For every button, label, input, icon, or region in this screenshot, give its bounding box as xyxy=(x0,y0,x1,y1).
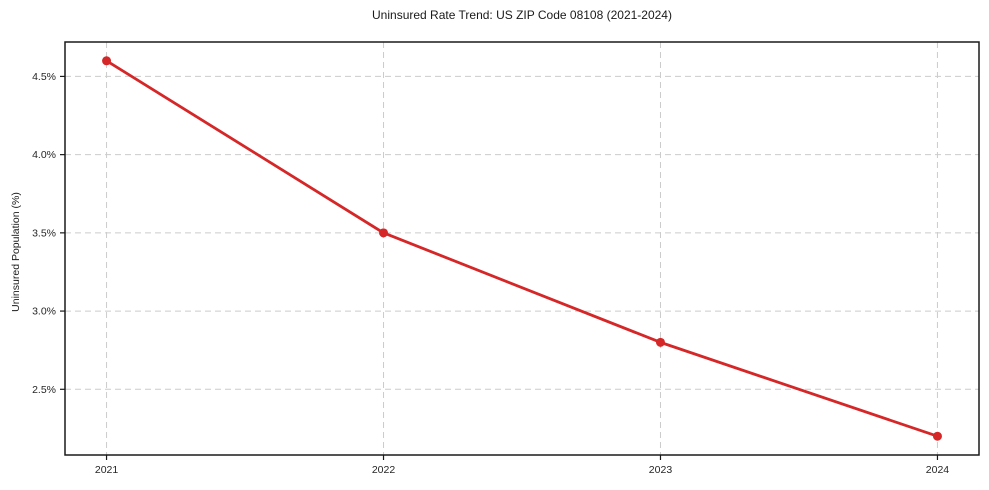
y-tick-label: 4.0% xyxy=(32,149,56,161)
x-tick-label: 2024 xyxy=(926,464,950,476)
y-axis-label-text: Uninsured Population (%) xyxy=(10,192,22,312)
y-tick-label: 3.5% xyxy=(32,227,56,239)
data-point-2022 xyxy=(379,228,389,238)
trend-line xyxy=(105,59,939,438)
data-point-2021 xyxy=(102,56,112,66)
axes-border xyxy=(64,41,980,456)
chart-title: Uninsured Rate Trend: US ZIP Code 08108 … xyxy=(372,8,672,22)
data-point-2024 xyxy=(932,431,942,441)
y-tick-label: 4.5% xyxy=(32,71,56,83)
x-tick-label: 2023 xyxy=(649,464,673,476)
data-point-2023 xyxy=(655,337,665,347)
x-tick-label: 2022 xyxy=(372,464,396,476)
x-tick-label: 2021 xyxy=(95,464,119,476)
y-tick-label: 3.0% xyxy=(32,306,56,318)
y-tick-label: 2.5% xyxy=(32,384,56,396)
